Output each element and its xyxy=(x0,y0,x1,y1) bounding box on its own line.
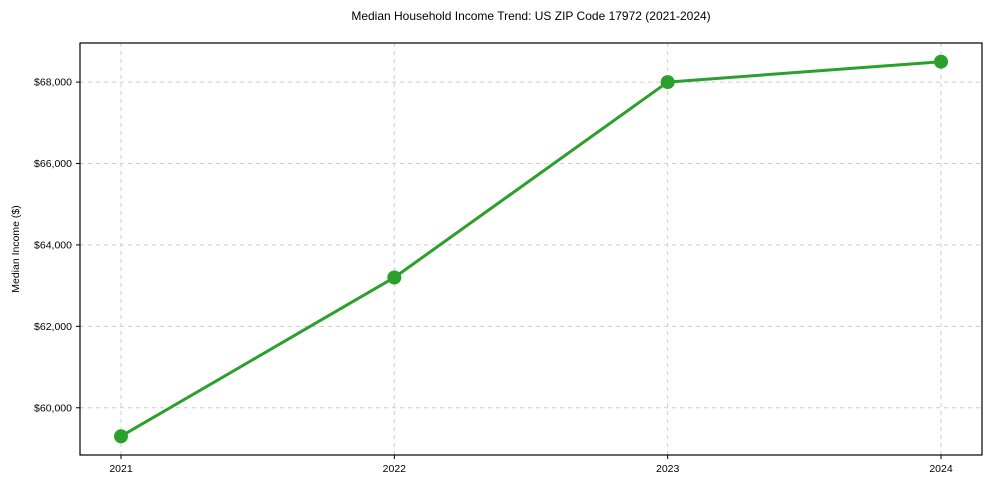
y-tick-label: $66,000 xyxy=(34,158,72,170)
chart-title: Median Household Income Trend: US ZIP Co… xyxy=(351,9,711,23)
x-tick-label: 2021 xyxy=(109,463,133,475)
y-tick-label: $68,000 xyxy=(34,77,72,89)
y-tick-label: $62,000 xyxy=(34,321,72,333)
data-point xyxy=(387,270,402,285)
x-tick-label: 2022 xyxy=(383,463,407,475)
data-point xyxy=(114,429,128,444)
x-tick-label: 2023 xyxy=(656,463,680,475)
y-tick-label: $60,000 xyxy=(34,402,72,414)
y-tick-label: $64,000 xyxy=(34,239,72,251)
y-axis-label: Median Income ($) xyxy=(10,205,22,293)
data-point xyxy=(660,75,675,90)
plot-border xyxy=(79,42,983,456)
data-point xyxy=(934,54,948,69)
series-line xyxy=(119,60,943,438)
x-tick-label: 2024 xyxy=(929,463,953,475)
